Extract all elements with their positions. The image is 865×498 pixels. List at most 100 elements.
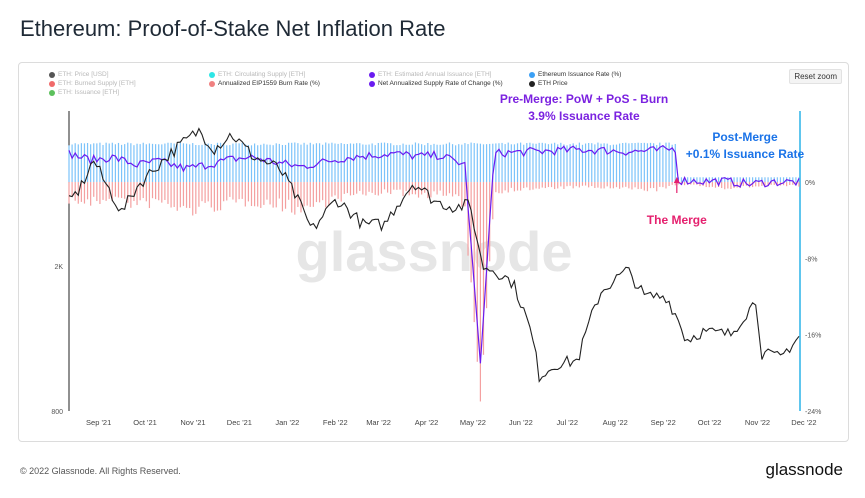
burn-bar bbox=[637, 182, 639, 190]
issuance-bar bbox=[683, 177, 686, 183]
issuance-bar bbox=[114, 144, 116, 183]
burn-bar bbox=[176, 182, 178, 211]
chart-legend: ETH: Price [USD] ETH: Circulating Supply … bbox=[49, 71, 669, 103]
issuance-bar bbox=[173, 143, 175, 183]
issuance-bar bbox=[473, 143, 475, 183]
issuance-bar bbox=[368, 144, 370, 183]
issuance-bar bbox=[297, 143, 299, 183]
issuance-bar bbox=[665, 142, 667, 183]
legend-item-3[interactable]: Ethereum Issuance Rate (%) bbox=[529, 71, 621, 78]
legend-dot-icon bbox=[49, 80, 55, 87]
burn-bar bbox=[71, 182, 73, 197]
issuance-bar bbox=[232, 143, 234, 183]
issuance-bar bbox=[492, 143, 494, 183]
merge-arrow-head-icon bbox=[673, 177, 680, 183]
burn-bar bbox=[594, 182, 596, 189]
burn-bar bbox=[260, 182, 262, 208]
burn-bar bbox=[786, 182, 788, 187]
burn-bar bbox=[677, 182, 679, 185]
issuance-bar bbox=[120, 144, 123, 183]
burn-bar bbox=[622, 182, 624, 188]
burn-bar bbox=[275, 182, 277, 208]
legend-item-4[interactable]: ETH: Burned Supply [ETH] bbox=[49, 80, 136, 87]
issuance-bar bbox=[71, 144, 73, 183]
issuance-bar bbox=[318, 143, 321, 183]
burn-bar bbox=[606, 182, 608, 187]
legend-item-0[interactable]: ETH: Price [USD] bbox=[49, 71, 109, 78]
glassnode-logo[interactable]: glassnode bbox=[765, 460, 843, 479]
burn-bar bbox=[510, 182, 512, 188]
burn-bar bbox=[331, 182, 333, 197]
issuance-bar bbox=[451, 144, 454, 183]
legend-item-2[interactable]: ETH: Estimated Annual Issuance [ETH] bbox=[369, 71, 491, 78]
legend-item-6[interactable]: Net Annualized Supply Rate of Change (%) bbox=[369, 80, 503, 87]
burn-bar bbox=[467, 182, 469, 256]
issuance-bar bbox=[229, 145, 231, 183]
issuance-bar bbox=[294, 142, 296, 183]
issuance-bar bbox=[133, 145, 135, 183]
issuance-bar bbox=[733, 177, 735, 183]
issuance-bar bbox=[770, 177, 772, 183]
burn-bar bbox=[362, 182, 364, 195]
x-axis-tick-label: Sep '22 bbox=[651, 418, 676, 427]
burn-bar bbox=[130, 182, 132, 208]
burn-bar bbox=[739, 182, 741, 189]
issuance-bar bbox=[560, 142, 562, 183]
burn-bar bbox=[226, 182, 228, 201]
burn-bar bbox=[179, 182, 181, 208]
burn-bar bbox=[789, 182, 791, 186]
right-axis-tick-label: -24% bbox=[805, 409, 821, 416]
burn-bar bbox=[117, 182, 120, 198]
right-axis-tick-label: -16% bbox=[805, 333, 821, 340]
legend-item-5[interactable]: Annualized EIP1559 Burn Rate (%) bbox=[209, 80, 320, 87]
reset-zoom-button[interactable]: Reset zoom bbox=[789, 69, 842, 84]
x-axis-tick-label: Aug '22 bbox=[603, 418, 628, 427]
issuance-bar bbox=[439, 144, 441, 183]
issuance-bar bbox=[455, 145, 457, 183]
burn-bar bbox=[241, 182, 243, 199]
issuance-bar bbox=[164, 143, 166, 183]
legend-item-7[interactable]: ETH Price bbox=[529, 80, 568, 87]
burn-bar bbox=[578, 182, 580, 188]
issuance-bar bbox=[776, 177, 778, 183]
burn-bar bbox=[368, 182, 370, 192]
issuance-bar bbox=[235, 143, 237, 183]
x-axis-tick-label: Apr '22 bbox=[415, 418, 439, 427]
issuance-bar bbox=[136, 143, 138, 183]
issuance-bar bbox=[637, 142, 639, 183]
issuance-bar bbox=[192, 143, 194, 183]
legend-dot-icon bbox=[209, 71, 215, 78]
legend-dot-icon bbox=[369, 71, 375, 78]
x-axis-tick-label: Dec '22 bbox=[791, 418, 816, 427]
issuance-bar bbox=[86, 142, 89, 183]
burn-bar bbox=[479, 182, 481, 402]
issuance-bar bbox=[748, 177, 751, 183]
issuance-bar bbox=[424, 145, 426, 183]
burn-bar bbox=[99, 182, 101, 205]
legend-item-1[interactable]: ETH: Circulating Supply [ETH] bbox=[209, 71, 305, 78]
issuance-bar bbox=[476, 143, 478, 183]
issuance-bar bbox=[130, 143, 132, 183]
issuance-bar bbox=[671, 144, 673, 183]
burn-bar bbox=[458, 182, 460, 197]
net-supply-line bbox=[68, 144, 800, 364]
issuance-bar bbox=[433, 143, 435, 183]
issuance-bar bbox=[427, 143, 429, 183]
burn-bar bbox=[402, 182, 404, 197]
issuance-bar bbox=[151, 143, 154, 183]
issuance-bar bbox=[315, 143, 318, 183]
legend-item-8[interactable]: ETH: Issuance [ETH] bbox=[49, 89, 119, 96]
burn-bar bbox=[284, 182, 287, 209]
burn-bar bbox=[532, 182, 534, 190]
burn-bar bbox=[383, 182, 386, 190]
issuance-bar bbox=[584, 143, 587, 183]
burn-bar bbox=[656, 182, 658, 192]
burn-bar bbox=[646, 182, 649, 192]
issuance-bar bbox=[767, 177, 769, 183]
burn-bar bbox=[581, 182, 584, 186]
issuance-bar bbox=[80, 143, 82, 183]
left-axis-tick-label: 2K bbox=[54, 264, 63, 271]
burn-bar bbox=[83, 182, 86, 204]
issuance-bar bbox=[390, 143, 392, 183]
burn-bar bbox=[182, 182, 185, 206]
